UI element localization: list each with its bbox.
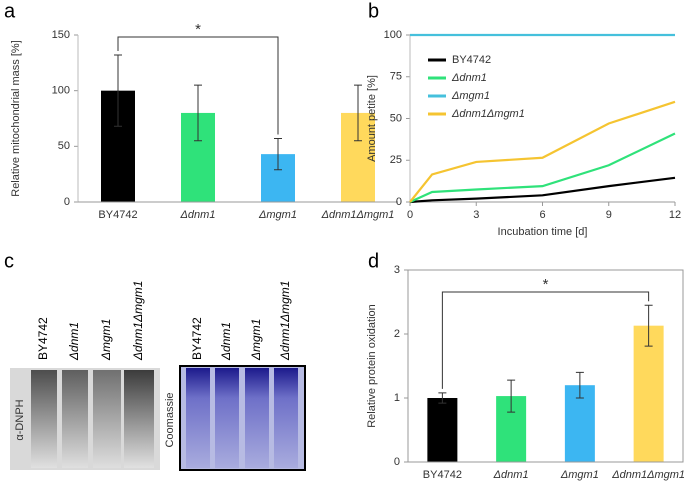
lane xyxy=(186,368,210,468)
panel-label: c xyxy=(4,250,14,272)
significance-bracket xyxy=(117,36,279,135)
lane xyxy=(93,370,121,468)
x-tick-label: 9 xyxy=(606,209,612,221)
lane xyxy=(245,368,269,468)
x-tick-label: 0 xyxy=(407,209,413,221)
lane xyxy=(124,370,154,468)
error-bar xyxy=(438,392,447,404)
significance-bracket xyxy=(441,291,650,389)
error-bar xyxy=(194,84,202,142)
line-series xyxy=(409,100,676,203)
error-bar xyxy=(507,379,516,413)
panel-label: a xyxy=(4,0,16,22)
lane xyxy=(274,368,298,468)
legend-label: Δdnm1Δmgm1 xyxy=(451,108,525,120)
lane-label: Δdnm1 xyxy=(67,322,81,361)
y-axis-label: Relative protein oxidation xyxy=(366,304,378,428)
line-series xyxy=(409,176,676,204)
x-tick-label: 12 xyxy=(669,209,681,221)
bar xyxy=(633,325,664,462)
lane xyxy=(31,370,57,468)
y-tick-label: 2 xyxy=(394,328,400,340)
lane-label: Δmgm1 xyxy=(249,319,263,361)
y-tick-label: 0 xyxy=(396,196,402,208)
y-tick-label: 0 xyxy=(64,196,70,208)
lane xyxy=(215,368,239,468)
y-tick-label: 75 xyxy=(390,71,402,83)
panel-label: d xyxy=(368,250,379,272)
bar xyxy=(427,398,458,462)
error-bar xyxy=(274,138,282,171)
y-tick-label: 25 xyxy=(390,154,402,166)
x-tick-label: Δdnm1Δmgm1 xyxy=(611,469,685,481)
significance-mark: * xyxy=(195,21,201,38)
x-tick-label: Δmgm1 xyxy=(258,209,297,221)
error-bar xyxy=(114,54,122,127)
y-tick-label: 100 xyxy=(52,85,70,97)
panel-label: b xyxy=(368,0,379,22)
y-tick-label: 0 xyxy=(394,456,400,468)
y-axis-label: Relative mitochondrial mass [%] xyxy=(10,40,22,197)
significance-mark: * xyxy=(543,276,549,293)
y-tick-label: 150 xyxy=(52,29,70,41)
x-tick-label: Δdnm1 xyxy=(493,469,529,481)
blot-panel xyxy=(10,365,306,471)
line-series xyxy=(409,132,676,204)
lane-label: Δmgm1 xyxy=(99,319,113,361)
legend-label: Δdnm1 xyxy=(451,72,487,84)
y-tick-label: 50 xyxy=(58,140,70,152)
x-tick-label: 3 xyxy=(473,209,479,221)
x-tick-label: BY4742 xyxy=(98,209,137,221)
lane-label: Δdnm1 xyxy=(219,322,233,361)
y-axis-label: Amount petite [%] xyxy=(366,75,378,162)
legend-label: BY4742 xyxy=(452,54,491,66)
x-axis-label: Incubation time [d] xyxy=(498,226,588,238)
y-tick-label: 3 xyxy=(394,264,400,276)
x-tick-label: BY4742 xyxy=(423,469,462,481)
lane xyxy=(62,370,88,468)
y-tick-label: 1 xyxy=(394,392,400,404)
x-tick-label: Δmgm1 xyxy=(560,469,599,481)
lane-label: BY4742 xyxy=(36,317,50,360)
x-tick-label: Δdnm1 xyxy=(180,209,216,221)
error-bar xyxy=(644,304,653,347)
blot-label: Coomassie xyxy=(164,392,176,447)
y-tick-label: 50 xyxy=(390,112,402,124)
lane-label: BY4742 xyxy=(190,317,204,360)
blot-label: α-DNPH xyxy=(14,399,26,440)
error-bar xyxy=(354,84,362,142)
x-tick-label: Δdnm1Δmgm1 xyxy=(321,209,395,221)
legend-label: Δmgm1 xyxy=(451,90,490,102)
lane-label: Δdnm1Δmgm1 xyxy=(278,281,292,361)
error-bar xyxy=(575,371,584,399)
lane-label: Δdnm1Δmgm1 xyxy=(131,281,145,361)
x-tick-label: 6 xyxy=(539,209,545,221)
y-tick-label: 100 xyxy=(384,29,402,41)
